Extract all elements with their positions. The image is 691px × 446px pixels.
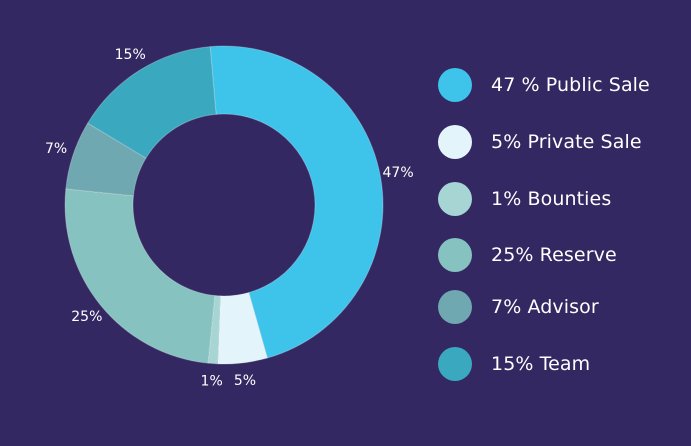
legend-label-bounties: 1% Bounties [491,188,612,210]
donut-slices [64,45,384,365]
legend-swatch-reserve [438,238,472,272]
slice-label-bounties: 1% [201,374,223,390]
legend-label-reserve: 25% Reserve [491,244,617,266]
legend-label-team: 15% Team [491,353,591,375]
legend-label-public-sale: 47 % Public Sale [491,74,650,96]
slice-reserve [64,188,216,364]
legend-swatch-private-sale [438,125,472,159]
legend-swatch-bounties [438,182,472,216]
legend-item-private-sale: 5% Private Sale [438,124,642,160]
legend-label-private-sale: 5% Private Sale [491,131,642,153]
slice-labels: 47% 5% 1% 25% 7% 15% [45,47,414,390]
donut-chart: 47% 5% 1% 25% 7% 15% [45,45,414,390]
slice-label-private-sale: 5% [234,373,256,389]
legend-item-public-sale: 47 % Public Sale [438,67,650,103]
legend-swatch-advisor [438,290,472,324]
slice-team [87,46,217,159]
slice-public-sale [209,45,384,359]
slice-label-public-sale: 47% [383,165,414,181]
legend-item-advisor: 7% Advisor [438,289,599,325]
slice-label-team: 15% [115,47,146,63]
legend-swatch-team [438,347,472,381]
legend-item-reserve: 25% Reserve [438,237,617,273]
legend-label-advisor: 7% Advisor [491,296,599,318]
legend: 47 % Public Sale 5% Private Sale 1% Boun… [438,0,688,446]
slice-bounties [207,294,222,365]
legend-item-bounties: 1% Bounties [438,181,611,217]
slice-label-advisor: 7% [45,141,67,157]
legend-swatch-public-sale [438,68,472,102]
legend-item-team: 15% Team [438,346,590,382]
slice-label-reserve: 25% [71,309,102,325]
slice-advisor [65,122,147,197]
